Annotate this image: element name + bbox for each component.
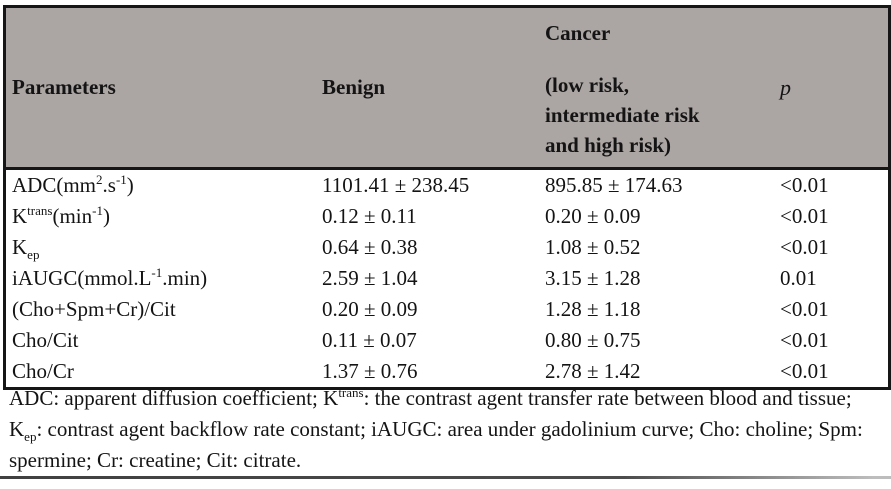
benign-value-cell: 0.11 ± 0.07	[322, 328, 417, 352]
parameter-cell: ADC(mm2.s-1)	[12, 172, 134, 197]
table-row: Ktrans(min-1) 0.12 ± 0.11 0.20 ± 0.09 <0.01	[6, 201, 888, 232]
header-cancer-title: Cancer	[545, 21, 611, 45]
header-benign: Benign	[316, 8, 539, 170]
table-row: Kep 0.64 ± 0.38 1.08 ± 0.52 <0.01	[6, 232, 888, 263]
cancer-value-cell: 1.28 ± 1.18	[545, 297, 641, 321]
header-cancer-sub-line: intermediate risk	[545, 103, 700, 127]
cancer-value-cell: 1.08 ± 0.52	[545, 235, 641, 259]
table-row: Cho/Cr 1.37 ± 0.76 2.78 ± 1.42 <0.01	[6, 356, 888, 387]
header-row: Parameters Benign Cancer (low risk, inte…	[6, 8, 888, 170]
table-row: Cho/Cit 0.11 ± 0.07 0.80 ± 0.75 <0.01	[6, 325, 888, 356]
parameter-cell: (Cho+Spm+Cr)/Cit	[12, 297, 176, 321]
p-value-cell: <0.01	[780, 328, 829, 352]
p-value-cell: <0.01	[780, 297, 829, 321]
parameter-cell: Cho/Cit	[12, 328, 79, 352]
table-footnote: ADC: apparent diffusion coefficient; Ktr…	[9, 385, 863, 472]
p-value-cell: <0.01	[780, 173, 829, 197]
parameter-cell: iAUGC(mmol.L-1.min)	[12, 265, 208, 290]
header-p-value: p	[774, 8, 888, 170]
cancer-value-cell: 895.85 ± 174.63	[545, 173, 683, 197]
p-value-cell: <0.01	[780, 359, 829, 383]
benign-value-cell: 0.12 ± 0.11	[322, 204, 417, 228]
benign-value-cell: 2.59 ± 1.04	[322, 266, 418, 290]
table-row: (Cho+Spm+Cr)/Cit 0.20 ± 0.09 1.28 ± 1.18 <0…	[6, 294, 888, 325]
header-cancer-subtitle: (low risk, intermediate risk and high ri…	[545, 70, 774, 160]
header-cancer-sub-line: (low risk,	[545, 73, 629, 97]
benign-value-cell: 1.37 ± 0.76	[322, 359, 418, 383]
benign-value-cell: 0.64 ± 0.38	[322, 235, 418, 259]
benign-value-cell: 1101.41 ± 238.45	[322, 173, 470, 197]
header-parameters: Parameters	[6, 8, 316, 170]
cancer-value-cell: 2.78 ± 1.42	[545, 359, 641, 383]
benign-value-cell: 0.20 ± 0.09	[322, 297, 418, 321]
bottom-rule	[0, 476, 891, 479]
stats-table: Parameters Benign Cancer (low risk, inte…	[6, 8, 888, 387]
p-value-cell: <0.01	[780, 235, 829, 259]
table-row: ADC(mm2.s-1) 1101.41 ± 238.45 895.85 ± 174…	[6, 169, 888, 202]
stats-table-box: Parameters Benign Cancer (low risk, inte…	[3, 5, 891, 390]
parameter-cell: Ktrans(min-1)	[12, 203, 110, 228]
cancer-value-cell: 0.20 ± 0.09	[545, 204, 641, 228]
cancer-value-cell: 3.15 ± 1.28	[545, 266, 641, 290]
parameter-cell: Cho/Cr	[12, 359, 74, 383]
table-body: ADC(mm2.s-1) 1101.41 ± 238.45 895.85 ± 174…	[6, 169, 888, 388]
header-cancer: Cancer (low risk, intermediate risk and …	[539, 8, 774, 170]
parameter-cell: Kep	[12, 235, 40, 263]
table-header: Parameters Benign Cancer (low risk, inte…	[6, 8, 888, 170]
cancer-value-cell: 0.80 ± 0.75	[545, 328, 641, 352]
p-value-cell: <0.01	[780, 204, 829, 228]
p-value-cell: 0.01	[780, 266, 817, 290]
header-cancer-sub-line: and high risk)	[545, 133, 672, 157]
table-row: iAUGC(mmol.L-1.min) 2.59 ± 1.04 3.15 ± 1.2…	[6, 263, 888, 294]
